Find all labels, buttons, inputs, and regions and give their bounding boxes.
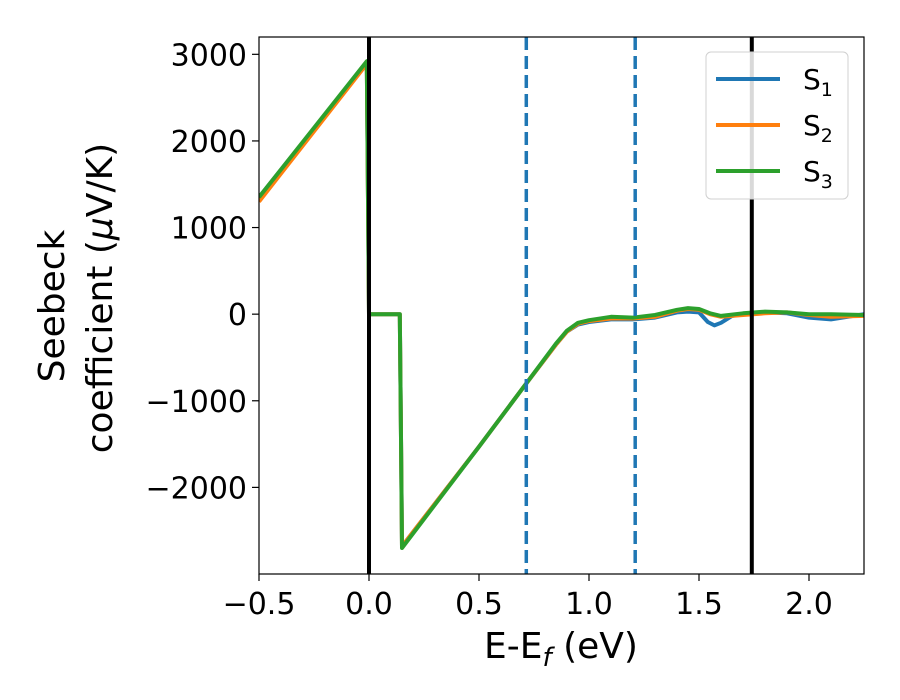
x-axis-label-unit: (eV): [552, 626, 638, 667]
y-tick-label: 3000: [171, 38, 247, 73]
x-tick-label: 1.5: [675, 587, 723, 622]
legend-label-s1: S1: [803, 63, 833, 101]
x-tick-label: −0.5: [223, 587, 296, 622]
legend-label-s3: S3: [803, 155, 833, 193]
x-tick-label: 0.5: [455, 587, 503, 622]
series-layer: [259, 59, 864, 550]
legend-label-s2: S2: [803, 109, 833, 147]
y-tick-label: −1000: [146, 385, 247, 420]
y-axis-label-line1: Seebeck: [32, 229, 73, 382]
x-tick-label: 2.0: [785, 587, 833, 622]
y-axis-label-mu: μ: [80, 217, 121, 241]
y-tick-label: 2000: [171, 125, 247, 160]
x-axis-ticks: −0.5 0.0 0.5 1.0 1.5 2.0: [223, 574, 833, 622]
x-tick-label: 0.0: [345, 587, 393, 622]
x-tick-label: 1.0: [565, 587, 613, 622]
x-axis-label: E-Ef (eV): [484, 626, 638, 673]
plot-frame: [258, 36, 865, 575]
y-tick-label: 0: [228, 298, 247, 333]
vertical-lines: [367, 37, 754, 574]
y-axis-ticks: −2000 −1000 0 1000 2000 3000: [146, 38, 259, 506]
legend: S1 S2 S3: [705, 51, 849, 200]
y-tick-label: 1000: [171, 212, 247, 247]
y-tick-label: −2000: [146, 471, 247, 506]
series-line-s3: [259, 59, 864, 550]
y-axis-label-line2: coefficient (μV/K): [80, 143, 121, 453]
y-axis-label-unit: V/K): [80, 143, 121, 217]
